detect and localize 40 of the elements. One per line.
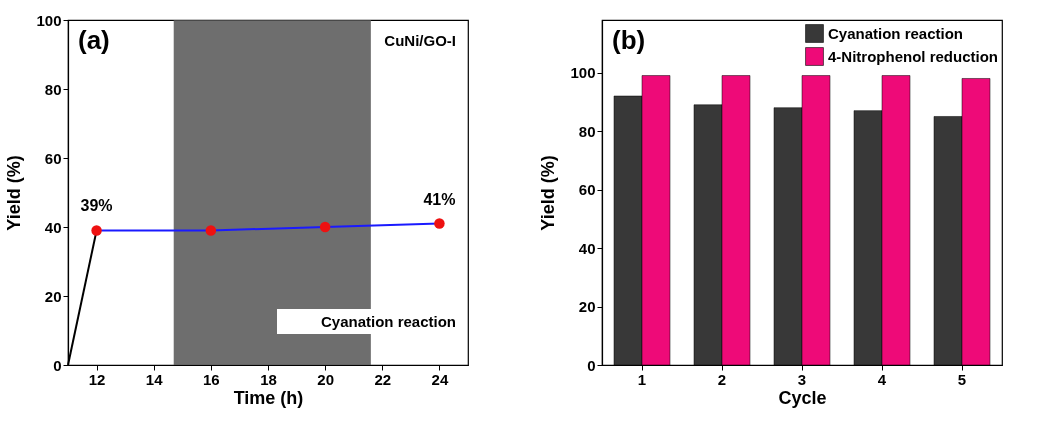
annotation: (a) [78, 25, 110, 55]
x-tick-label: 14 [145, 370, 164, 388]
x-tick-label: 20 [317, 370, 334, 388]
legend-label: 4-Nitrophenol reduction [828, 47, 998, 65]
x-axis-title: Time (h) [233, 387, 304, 408]
x-tick-label: 12 [88, 370, 106, 388]
point [91, 225, 102, 236]
x-tick-label: 4 [877, 370, 887, 388]
annotation: 41% [423, 190, 456, 208]
y-axis-title: Yield (%) [538, 155, 559, 231]
x-tick-label: 18 [260, 370, 277, 388]
y-tick-label: 80 [578, 122, 596, 140]
x-tick-label: 3 [797, 370, 807, 388]
y-tick-label: 40 [578, 239, 596, 257]
y-tick-label: 20 [44, 287, 62, 305]
y-tick-label: 80 [44, 80, 62, 98]
x-tick-label: 22 [374, 370, 392, 388]
y-tick-label: 60 [44, 149, 62, 167]
point [205, 225, 217, 236]
x-tick-label: 24 [431, 370, 449, 388]
point [319, 221, 331, 233]
x-tick-label: 5 [957, 370, 967, 388]
y-tick-label: 20 [578, 298, 596, 316]
x-tick-label: 2 [717, 370, 727, 388]
y-tick-label: 40 [44, 218, 62, 236]
y-axis-title: Yield (%) [4, 155, 25, 231]
legend-label: Cyanation reaction [828, 24, 964, 42]
y-tick-label: 100 [570, 64, 596, 82]
y-tick-label: 100 [36, 11, 62, 29]
x-tick-label: 16 [203, 370, 220, 388]
y-tick-label: 60 [578, 181, 596, 199]
annotation: 39% [80, 197, 113, 215]
annotation: Cyanation reaction [320, 313, 456, 330]
point [434, 218, 445, 229]
annotation: CuNi/GO-I [384, 32, 456, 49]
y-tick-label: 0 [53, 356, 62, 374]
annotation: (b) [612, 25, 646, 55]
x-tick-label: 1 [637, 370, 647, 388]
y-tick-label: 0 [587, 356, 596, 374]
x-axis-title: Cycle [778, 387, 827, 408]
